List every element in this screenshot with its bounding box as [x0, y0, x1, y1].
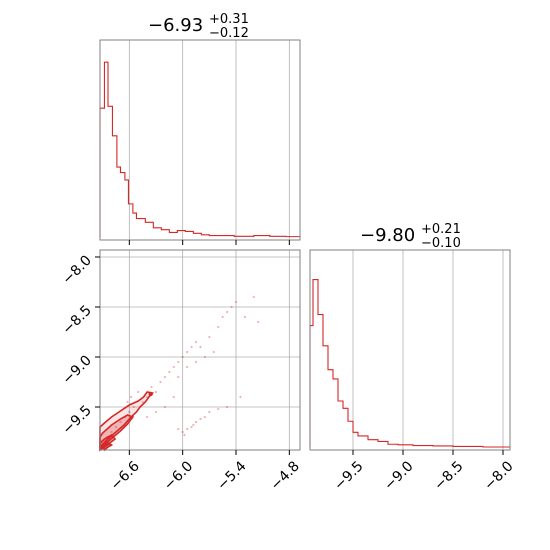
scatter-point	[186, 365, 189, 369]
scatter-point	[130, 395, 133, 399]
histogram-panel-right: −9.5 −9.0 −8.5 −8.0 −9.80 +0.21 −0.10	[309, 222, 517, 494]
scatter-point	[172, 365, 175, 369]
scatter-point	[177, 375, 180, 379]
scatter-point	[119, 420, 122, 424]
scatter-point	[257, 320, 260, 324]
scatter-point	[226, 310, 229, 314]
scatter-point	[203, 415, 206, 419]
scatter-point	[181, 430, 184, 434]
contour-level	[99, 414, 135, 451]
x-tick-label: −8.0	[481, 458, 516, 493]
scatter-point	[126, 400, 129, 404]
x-ticks: −6.6 −6.0 −5.4 −4.8	[108, 450, 303, 494]
scatter-point	[183, 433, 186, 437]
y-tick-label: −9.5	[59, 403, 94, 438]
x-ticks: −9.5 −9.0 −8.5 −8.0	[331, 450, 517, 494]
scatter-point	[199, 345, 202, 349]
scatter-point	[194, 420, 198, 424]
scatter-point	[132, 405, 135, 409]
axes-frame	[99, 39, 301, 241]
scatter-point	[194, 340, 198, 344]
x-tick-label: −6.6	[108, 458, 143, 493]
density-peak	[148, 391, 153, 397]
scatter-point	[181, 355, 184, 359]
scatter-point	[243, 315, 246, 319]
scatter-point	[154, 410, 158, 414]
x-tick-label: −5.4	[214, 458, 249, 493]
density-contours	[99, 391, 154, 452]
title-lower-error: −0.10	[421, 236, 461, 251]
grid	[100, 250, 300, 450]
scatter-point	[208, 335, 211, 339]
scatter-point	[128, 410, 131, 414]
scatter-point	[172, 395, 175, 399]
scatter-point	[186, 427, 189, 431]
y-tick-label: −9.0	[59, 353, 94, 388]
x-tick-label: −9.0	[381, 458, 416, 493]
scatter-point	[146, 415, 149, 419]
scatter-point	[190, 345, 193, 349]
scatter-point	[114, 425, 118, 429]
x-tick-label: −4.8	[268, 458, 303, 493]
scatter-point	[203, 355, 206, 359]
x-tick-label: −6.0	[161, 458, 196, 493]
scatter-point	[154, 390, 158, 394]
scatter-point	[163, 405, 166, 409]
scatter-point	[177, 360, 180, 364]
title-upper-error: +0.31	[209, 12, 249, 27]
scatter-point	[150, 385, 153, 389]
grid	[128, 40, 290, 240]
scatter-point	[141, 400, 144, 404]
title-upper-error: +0.21	[421, 222, 461, 237]
scatter-point	[137, 390, 140, 394]
axes-frame	[309, 249, 511, 451]
title-median: −6.93	[148, 15, 203, 36]
x-tick-label: −9.5	[331, 458, 366, 493]
scatter-point	[159, 380, 162, 384]
scatter-point	[177, 427, 180, 431]
y-ticks: −8.0 −8.5 −9.0 −9.5	[59, 253, 100, 438]
x-ticks	[128, 240, 290, 245]
scatter-point	[217, 407, 220, 411]
scatter-point	[168, 370, 171, 374]
scatter-point	[194, 360, 198, 364]
y-tick-label: −8.0	[59, 253, 94, 288]
contour-level	[101, 442, 114, 452]
scatter-point	[190, 425, 193, 429]
scatter-point	[239, 395, 242, 399]
x-tick-label: −8.5	[431, 458, 466, 493]
scatter-point	[217, 325, 220, 329]
y-tick-label: −8.5	[59, 303, 94, 338]
scatter-panel: −6.6 −6.0 −5.4 −4.8 −8.0 −8.5 −9.0 −9.5	[59, 249, 303, 494]
grid	[352, 250, 504, 450]
histogram-step-line	[309, 279, 510, 448]
scatter-point	[110, 430, 113, 434]
title-lower-error: −0.12	[209, 26, 249, 41]
scatter-point	[192, 423, 195, 427]
scatter-point	[199, 417, 202, 421]
scatter-point	[212, 350, 215, 354]
scatter-point	[221, 315, 224, 319]
scatter-point	[226, 405, 229, 409]
scatter-point	[163, 375, 166, 379]
scatter-point	[230, 305, 233, 309]
title-median: −9.80	[360, 225, 415, 246]
histogram-step-line	[99, 61, 301, 238]
histogram-panel-top: −6.93 +0.31 −0.12	[99, 12, 301, 245]
scatter-point	[208, 410, 211, 414]
scatter-point	[186, 350, 189, 354]
scatter-point	[234, 300, 238, 304]
axes-frame	[99, 249, 301, 451]
scatter-point	[252, 295, 255, 299]
